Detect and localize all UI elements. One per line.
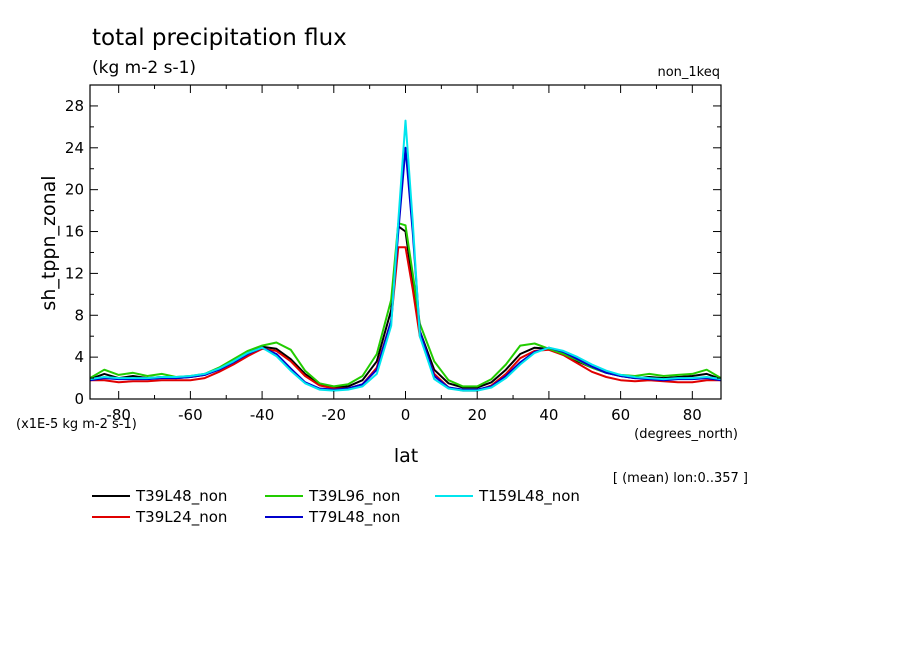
y-tick-label: 28 [65,97,84,115]
x-tick-label: 0 [401,406,411,424]
legend-label: T39L24_non [135,508,227,527]
legend-label: T39L48_non [135,487,227,506]
series-line-t79l48-non [89,146,722,391]
y-tick-label: 24 [65,139,84,157]
series-line-t39l24-non [90,246,721,392]
x-units-label: (degrees_north) [634,427,738,442]
legend-item: T79L48_non [265,508,400,527]
chart-units: (kg m-2 s-1) [92,58,196,78]
legend-item: T39L96_non [265,487,400,506]
x-tick-label: 80 [683,406,702,424]
y-axis-label: sh_tppn_zonal [38,175,60,310]
x-tick-label: 40 [539,406,558,424]
chart-title: total precipitation flux [92,25,347,51]
legend-item: T159L48_non [435,487,580,506]
plot-area: 0 4 8 12 16 20 24 28 -80 -60 -40 -20 0 20 40 60 80 [65,84,722,424]
y-tick-label: 4 [74,348,84,366]
legend-label: T159L48_non [478,487,580,506]
legend-item: T39L48_non [92,487,227,506]
y-tick-label: 8 [74,306,84,324]
legend-label: T79L48_non [308,508,400,527]
legend-label: T39L96_non [308,487,400,506]
legend: T39L48_non T39L24_non T39L96_non T79L48_non… [92,487,580,527]
y-tick-label: 0 [74,390,84,408]
x-tick-label: 20 [468,406,487,424]
series-line-t159l48-non [89,119,722,392]
mean-note: [ (mean) lon:0..357 ] [613,471,748,486]
scale-note: (x1E-5 kg m-2 s-1) [16,417,137,432]
x-tick-label: -80 [106,406,131,424]
x-tick-label: -60 [178,406,203,424]
x-tick-label: 60 [611,406,630,424]
run-label: non_1keq [657,65,720,80]
legend-item: T39L24_non [92,508,227,527]
x-tick-label: -20 [322,406,347,424]
y-tick-label: 12 [65,264,84,282]
y-tick-label: 16 [65,223,84,241]
x-axis-label: lat [394,445,418,467]
series-lines [89,119,722,392]
y-tick-label: 20 [65,181,84,199]
x-tick-label: -40 [250,406,275,424]
